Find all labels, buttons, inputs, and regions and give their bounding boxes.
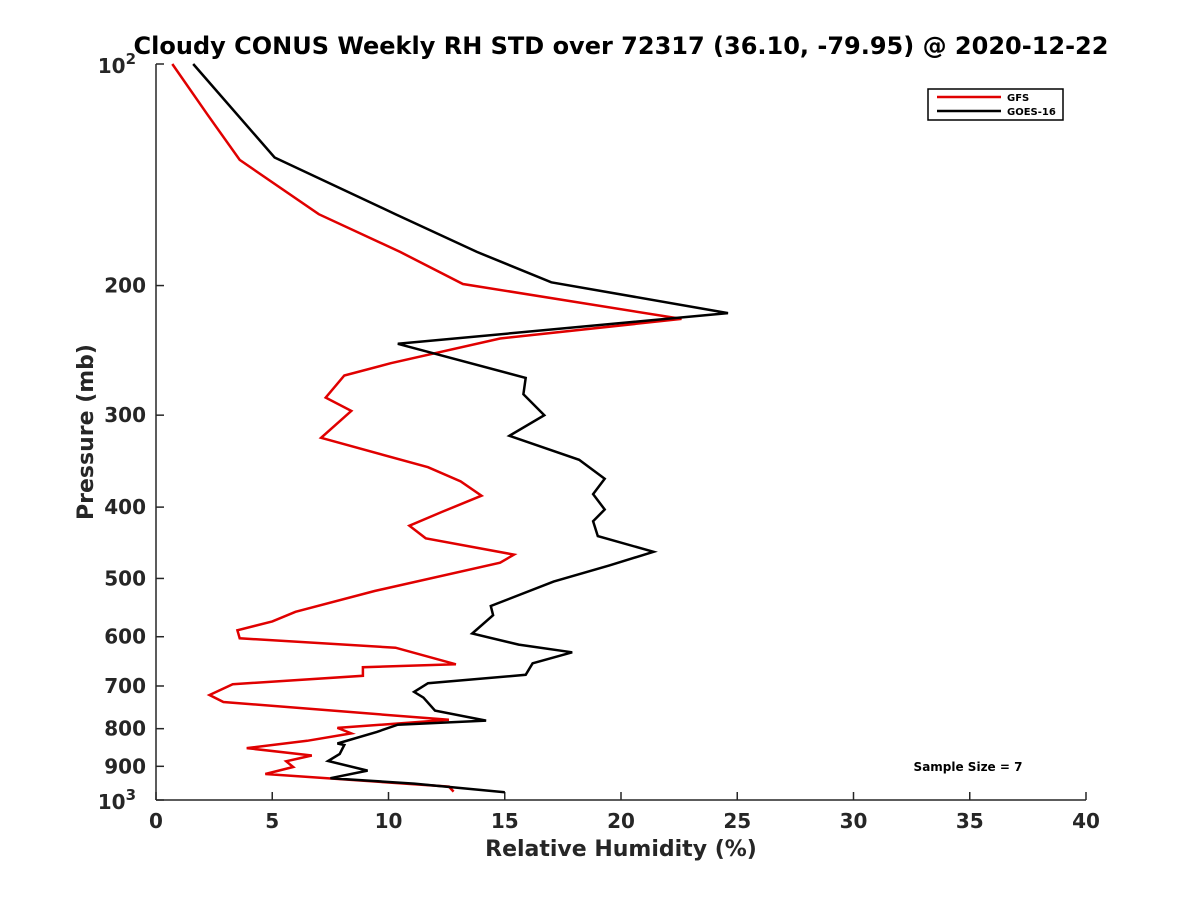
legend-label: GOES-16 xyxy=(1007,107,1056,118)
x-tick-label: 10 xyxy=(375,809,403,833)
y-tick-base: 10 xyxy=(98,790,126,814)
x-tick-label: 20 xyxy=(607,809,635,833)
y-axis-label: Pressure (mb) xyxy=(74,344,99,520)
y-tick-label-power: 103 xyxy=(98,786,136,814)
y-tick-label: 800 xyxy=(104,717,146,741)
y-tick-label: 400 xyxy=(104,495,146,519)
x-tick-label: 40 xyxy=(1072,809,1100,833)
y-tick-label: 700 xyxy=(104,674,146,698)
sample-size-annotation: Sample Size = 7 xyxy=(914,760,1023,774)
y-tick-label: 500 xyxy=(104,566,146,590)
y-tick-label: 300 xyxy=(104,403,146,427)
x-ticks: 0 5 10 15 20 25 30 35 40 xyxy=(149,792,1100,833)
x-tick-label: 35 xyxy=(956,809,984,833)
y-tick-label-power: 102 xyxy=(98,50,136,78)
x-tick-label: 0 xyxy=(149,809,163,833)
y-tick-base: 10 xyxy=(98,54,126,78)
legend: GFS GOES-16 xyxy=(927,88,1064,121)
x-axis-label: Relative Humidity (%) xyxy=(485,837,757,862)
x-tick-label: 25 xyxy=(723,809,751,833)
y-tick-label: 200 xyxy=(104,274,146,298)
series-line-gfs xyxy=(171,63,682,793)
legend-box xyxy=(927,88,1064,121)
x-tick-label: 5 xyxy=(265,809,279,833)
y-tick-exponent: 2 xyxy=(126,50,136,68)
y-tick-exponent: 3 xyxy=(126,786,136,804)
chart-title: Cloudy CONUS Weekly RH STD over 72317 (3… xyxy=(134,32,1109,60)
series-group xyxy=(171,63,729,794)
x-tick-label: 30 xyxy=(840,809,868,833)
y-tick-label: 600 xyxy=(104,625,146,649)
series-line-goes-16 xyxy=(192,63,729,794)
legend-label: GFS xyxy=(1007,93,1029,104)
y-tick-label: 900 xyxy=(104,754,146,778)
x-tick-label: 15 xyxy=(491,809,519,833)
